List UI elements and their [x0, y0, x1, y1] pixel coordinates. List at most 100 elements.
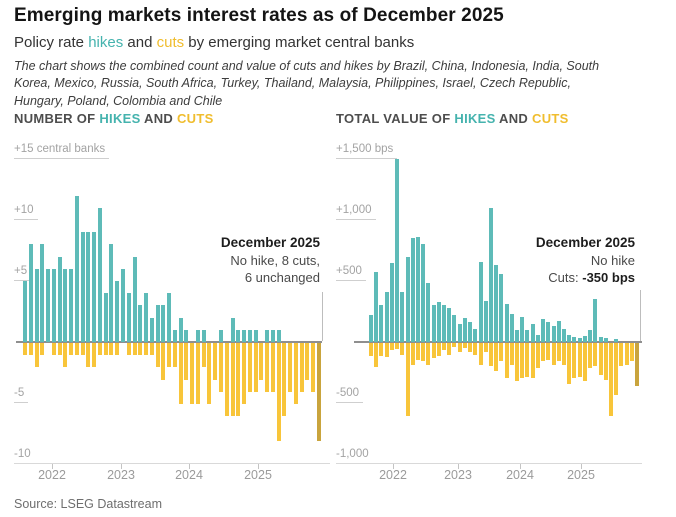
bar-hike-2024-01 [515, 329, 520, 342]
bar-cut-2025-02 [259, 343, 264, 380]
x-axis-tick [52, 464, 53, 469]
bar-hike-2025-03 [265, 329, 270, 342]
bar-cut-2025-12 [317, 343, 321, 441]
bar-hike-2023-12 [178, 317, 183, 342]
bar-hike-2024-02 [520, 316, 525, 342]
subtitle-suffix: by emerging market central banks [184, 34, 415, 51]
bar-cut-2022-04 [63, 343, 68, 368]
bar-cut-2023-07 [483, 343, 488, 352]
bar-cut-2022-10 [436, 343, 441, 357]
bar-cut-2022-09 [92, 343, 97, 368]
bar-cut-2022-07 [80, 343, 85, 356]
bar-cut-2023-06 [144, 343, 149, 356]
bar-cut-2025-01 [577, 343, 582, 377]
bar-hike-2023-08 [488, 207, 493, 342]
left-annotation-line-2: 6 unchanged [244, 270, 320, 285]
x-axis-year-label: 2023 [444, 468, 472, 482]
bar-cut-2024-12 [247, 343, 252, 392]
bar-hike-2025-02 [582, 335, 587, 342]
bar-hike-2023-04 [132, 256, 137, 342]
subtitle-hikes-word: hikes [88, 34, 124, 51]
bar-hike-2023-07 [149, 317, 154, 342]
bar-cut-2022-01 [389, 343, 394, 351]
subtitle-cuts-word: cuts [156, 34, 185, 51]
bar-hike-2024-05 [535, 334, 540, 342]
bar-cut-2023-01 [115, 343, 120, 356]
left-annotation-title: December 2025 [220, 235, 320, 250]
bar-hike-2022-05 [410, 238, 415, 342]
bar-hike-2023-03 [126, 293, 131, 342]
bar-cut-2024-09 [556, 343, 561, 362]
bar-cut-2023-01 [452, 343, 457, 347]
bar-hike-2021-12 [384, 291, 389, 342]
right-annotation-cuts-prefix: Cuts: [548, 270, 583, 285]
bar-cut-2024-09 [230, 343, 235, 417]
bar-hike-2024-10 [236, 329, 241, 342]
bar-hike-2024-03 [195, 329, 200, 342]
bar-hike-2022-09 [431, 305, 436, 342]
bar-hike-2022-02 [51, 268, 56, 342]
bar-cut-2025-03 [265, 343, 270, 392]
bar-cut-2025-05 [598, 343, 603, 375]
left-header-cuts: CUTS [176, 111, 214, 126]
bar-cut-2023-10 [499, 343, 504, 362]
bar-hike-2024-07 [546, 322, 551, 342]
bar-hike-2021-11 [34, 268, 39, 342]
bar-hike-2023-07 [483, 300, 488, 342]
bar-hike-2022-06 [415, 237, 420, 342]
x-axis-tick [189, 464, 190, 469]
y-axis-label: -500 [336, 387, 364, 403]
x-axis-year-label: 2022 [38, 468, 66, 482]
bar-hike-2025-08 [614, 338, 619, 342]
bar-hike-2021-11 [379, 305, 384, 342]
bar-hike-2023-11 [504, 303, 509, 342]
right-header-hikes: HIKES [454, 111, 496, 126]
x-axis-tick [458, 464, 459, 469]
left-annotation-line-1: No hike, 8 cuts, [230, 252, 320, 268]
bar-hike-2024-12 [247, 329, 252, 342]
bar-hike-2022-09 [92, 232, 97, 342]
bar-cut-2025-06 [282, 343, 287, 417]
bar-cut-2022-12 [109, 343, 114, 356]
bar-cut-2025-08 [614, 343, 619, 395]
bar-hike-2022-10 [436, 301, 441, 342]
bar-hike-2023-01 [115, 281, 120, 342]
bar-hike-2024-04 [530, 323, 535, 342]
bar-hike-2025-06 [603, 338, 608, 342]
bar-cut-2021-12 [40, 343, 45, 356]
bar-cut-2023-12 [509, 343, 514, 365]
bar-cut-2024-03 [525, 343, 530, 377]
x-axis-tick [520, 464, 521, 469]
bar-cut-2021-10 [374, 343, 379, 368]
bar-cut-2025-10 [305, 343, 310, 380]
bar-cut-2024-11 [567, 343, 572, 385]
bar-hike-2025-05 [598, 337, 603, 342]
bar-cut-2024-08 [551, 343, 556, 365]
bar-cut-2023-04 [132, 343, 137, 356]
bar-hike-2024-06 [541, 318, 546, 342]
bar-hike-2024-09 [556, 320, 561, 342]
bar-hike-2023-01 [452, 315, 457, 342]
bar-cut-2022-12 [447, 343, 452, 355]
bar-cut-2022-08 [426, 343, 431, 365]
bar-hike-2025-05 [276, 329, 281, 342]
subtitle-prefix: Policy rate [14, 34, 89, 51]
x-axis-line [336, 463, 642, 464]
bar-hike-2024-10 [561, 328, 566, 342]
bar-cut-2021-10 [28, 343, 33, 356]
bar-cut-2022-06 [415, 343, 420, 361]
y-axis-label: -5 [14, 387, 29, 403]
bar-cut-2024-03 [195, 343, 200, 404]
right-annotation-line-1: No hike [590, 252, 635, 268]
bar-cut-2025-04 [270, 343, 275, 392]
bar-hike-2024-11 [567, 335, 572, 342]
bar-hike-2024-01 [184, 329, 189, 342]
x-axis-tick [581, 464, 582, 469]
chart-description: The chart shows the combined count and v… [14, 59, 600, 108]
bar-hike-2021-09 [23, 281, 27, 342]
bar-cut-2023-08 [488, 343, 493, 367]
bar-cut-2023-05 [138, 343, 143, 356]
subtitle-mid: and [123, 34, 157, 51]
bar-cut-2024-08 [224, 343, 229, 417]
